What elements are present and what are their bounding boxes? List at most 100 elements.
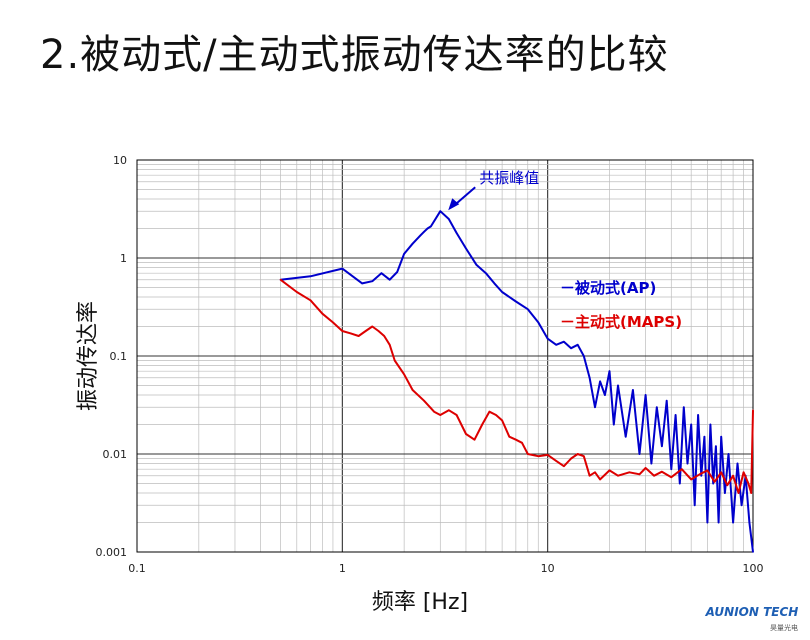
- data-point-maps: [608, 469, 611, 472]
- data-point-ap: [740, 504, 743, 507]
- data-point-ap: [752, 551, 754, 553]
- data-point-maps: [448, 409, 450, 412]
- data-point-maps: [433, 410, 435, 413]
- data-point-ap: [712, 482, 714, 485]
- data-point-maps: [576, 453, 579, 455]
- data-point-maps: [742, 471, 745, 474]
- data-point-ap: [309, 275, 312, 278]
- x-tick-label: 100: [743, 562, 764, 575]
- data-point-ap: [448, 218, 450, 220]
- legend-entry-maps: －主动式(MAPS): [560, 313, 682, 331]
- data-point-maps: [750, 492, 752, 494]
- data-point-ap: [732, 521, 734, 524]
- data-point-ap: [341, 267, 344, 270]
- data-point-maps: [521, 442, 523, 444]
- data-point-ap: [700, 474, 703, 477]
- data-point-ap: [594, 406, 596, 409]
- data-point-maps: [670, 476, 673, 479]
- data-point-maps: [393, 359, 396, 362]
- data-point-ap: [475, 264, 478, 266]
- x-tick-label: 1: [339, 562, 346, 575]
- annotation-group: 共振峰值: [448, 169, 539, 211]
- data-point-maps: [439, 414, 442, 416]
- legend-entry-ap: －被动式(AP): [560, 279, 656, 297]
- data-point-maps: [583, 455, 585, 458]
- data-point-maps: [537, 455, 540, 458]
- data-point-ap: [493, 282, 496, 285]
- data-point-ap: [717, 521, 720, 524]
- data-point-maps: [423, 399, 425, 402]
- data-point-maps: [332, 321, 334, 324]
- plot-frame: [136, 159, 754, 553]
- data-point-maps: [495, 414, 497, 416]
- data-point-ap: [720, 435, 722, 438]
- data-point-ap: [709, 423, 712, 426]
- y-tick-label: 0.001: [96, 546, 128, 559]
- data-point-maps: [690, 478, 692, 481]
- data-point-maps: [720, 471, 722, 474]
- data-point-maps: [628, 471, 631, 474]
- data-point-maps: [371, 325, 374, 328]
- data-point-ap: [661, 445, 663, 448]
- data-point-maps: [341, 330, 344, 332]
- data-point-maps: [570, 457, 572, 460]
- x-tick-label: 10: [541, 562, 555, 575]
- data-point-maps: [638, 473, 641, 476]
- data-point-maps: [644, 467, 647, 469]
- data-point-ap: [706, 521, 709, 524]
- data-point-ap: [724, 492, 726, 494]
- data-point-ap: [697, 414, 699, 416]
- data-point-ap: [570, 347, 572, 350]
- data-point-ap: [693, 504, 696, 507]
- grid: [136, 159, 754, 553]
- x-axis-title: 频率 [Hz]: [372, 590, 468, 615]
- data-point-ap: [674, 414, 677, 416]
- data-point-maps: [546, 454, 549, 456]
- data-point-ap: [588, 376, 591, 379]
- data-point-ap: [546, 337, 549, 340]
- annotation-arrowhead: [448, 198, 460, 211]
- data-point-ap: [617, 384, 619, 387]
- data-point-maps: [737, 492, 740, 494]
- data-point-maps: [752, 409, 754, 412]
- annotation-label: 共振峰值: [479, 169, 539, 187]
- data-point-ap: [455, 232, 458, 234]
- series-line-ap: [280, 210, 754, 553]
- data-point-ap: [439, 210, 442, 212]
- data-point-maps: [681, 468, 683, 471]
- data-point-ap: [604, 394, 606, 396]
- y-tick-label: 0.01: [103, 448, 128, 461]
- data-point-maps: [481, 423, 484, 426]
- data-point-maps: [732, 474, 734, 477]
- data-point-maps: [279, 278, 282, 281]
- data-point-ap: [423, 231, 425, 233]
- data-point-ap: [419, 234, 422, 237]
- data-point-maps: [455, 414, 458, 416]
- data-point-ap: [650, 462, 653, 465]
- data-point-ap: [576, 344, 579, 346]
- data-point-maps: [617, 474, 619, 477]
- data-point-ap: [656, 406, 658, 409]
- x-tick-label: 0.1: [128, 562, 146, 575]
- data-point-ap: [380, 272, 383, 275]
- series-group: [279, 210, 754, 553]
- data-point-maps: [488, 410, 491, 413]
- data-point-ap: [555, 344, 557, 346]
- data-point-maps: [527, 453, 529, 455]
- y-tick-label: 10: [113, 154, 127, 167]
- data-point-maps: [661, 470, 663, 473]
- data-point-maps: [515, 438, 517, 441]
- data-point-maps: [473, 438, 476, 441]
- data-point-maps: [726, 484, 729, 487]
- data-point-maps: [383, 335, 386, 337]
- data-point-ap: [632, 389, 634, 391]
- data-point-ap: [736, 462, 739, 465]
- data-point-maps: [388, 344, 391, 346]
- data-point-ap: [683, 406, 685, 409]
- data-point-ap: [715, 445, 717, 448]
- data-point-maps: [501, 419, 503, 422]
- data-point-ap: [613, 423, 615, 426]
- data-point-maps: [563, 465, 565, 468]
- y-axis-title: 振动传达率: [76, 301, 101, 411]
